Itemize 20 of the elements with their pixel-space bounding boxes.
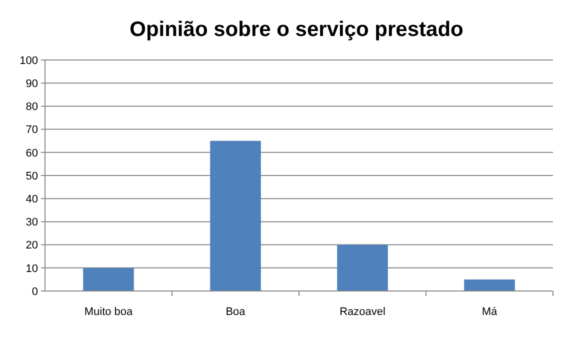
bar xyxy=(337,244,388,291)
y-tick-label: 100 xyxy=(20,54,38,67)
chart-title: Opinião sobre o serviço prestado xyxy=(130,18,464,41)
y-tick-label: 40 xyxy=(26,193,38,206)
y-tick-label: 60 xyxy=(26,147,38,160)
x-tick-label: Muito boa xyxy=(84,306,134,318)
y-tick-label: 10 xyxy=(26,262,38,275)
bar xyxy=(464,279,515,291)
bar xyxy=(210,140,261,291)
y-tick-label: 20 xyxy=(26,240,38,252)
x-tick-label: Boa xyxy=(226,306,246,318)
y-tick-label: 50 xyxy=(26,170,38,182)
x-tick-label: Má xyxy=(482,306,498,318)
bar xyxy=(83,268,134,291)
y-tick-label: 30 xyxy=(26,216,38,229)
y-tick-label: 0 xyxy=(32,286,38,298)
y-tick-label: 80 xyxy=(26,101,38,114)
x-tick-label: Razoavel xyxy=(340,306,386,318)
y-tick-label: 90 xyxy=(26,78,38,90)
y-tick-label: 70 xyxy=(26,124,38,136)
